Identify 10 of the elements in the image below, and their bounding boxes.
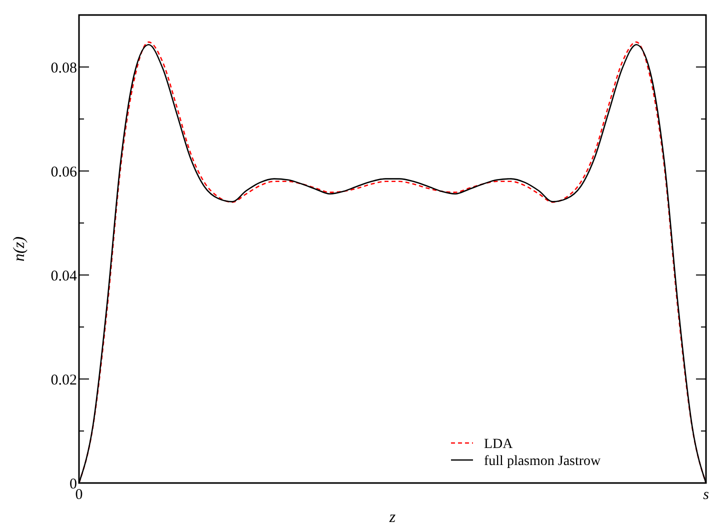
legend-label: full plasmon Jastrow	[484, 454, 602, 469]
x-tick-label: s	[703, 487, 710, 503]
y-tick-label: 0	[70, 476, 77, 492]
y-axis-title: n(z)	[11, 236, 28, 262]
y-tick-label: 0.08	[50, 60, 77, 76]
y-tick-label: 0.04	[50, 268, 78, 284]
legend-label: LDA	[484, 436, 514, 452]
y-tick-label: 0.02	[50, 372, 77, 388]
x-axis-title: z	[388, 509, 396, 526]
y-tick-label: 0.06	[50, 164, 78, 180]
